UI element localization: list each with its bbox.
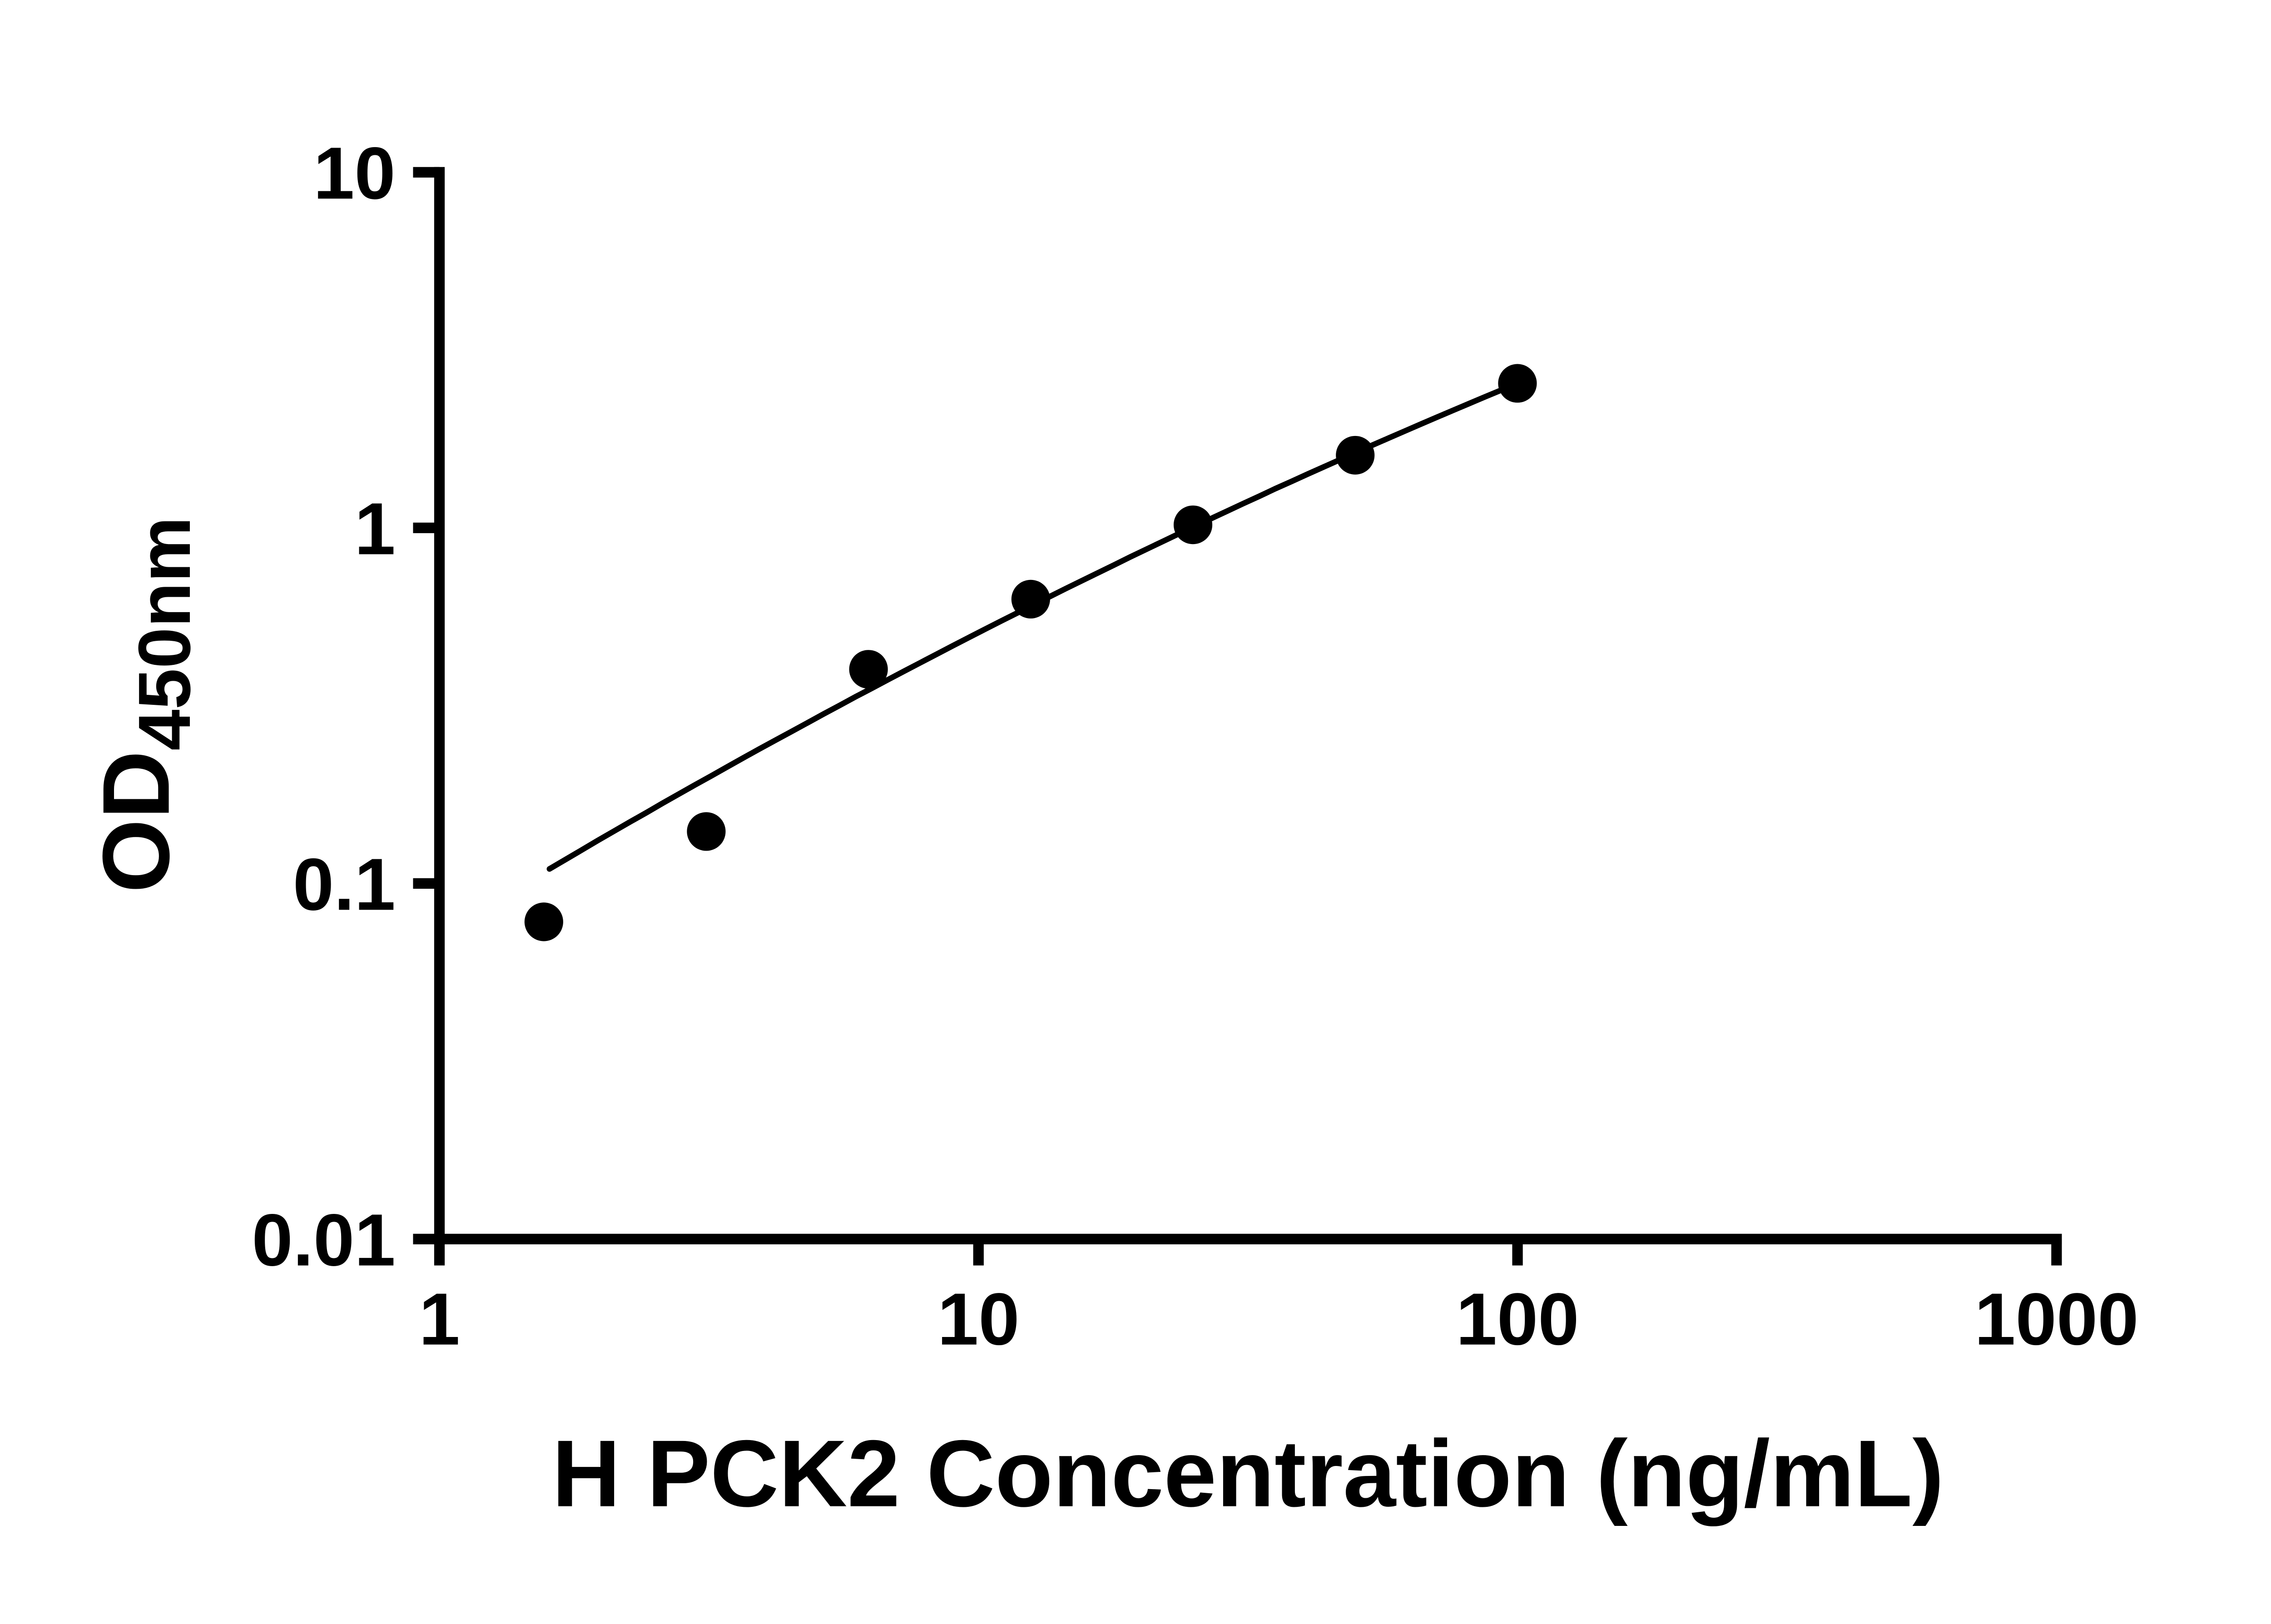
- y-axis-tick-label: 0.01: [252, 1199, 395, 1281]
- y-axis-title-main: OD: [84, 751, 189, 893]
- x-axis-tick-label: 10: [937, 1278, 1020, 1361]
- x-axis-tick-label: 1: [419, 1278, 460, 1361]
- data-point: [1011, 579, 1050, 619]
- x-axis-tick-label: 100: [1456, 1278, 1579, 1361]
- y-axis-tick-label: 0.1: [293, 843, 396, 926]
- data-point: [1173, 505, 1213, 545]
- y-axis-title: OD450nm: [84, 517, 206, 893]
- y-axis-tick-label: 10: [313, 132, 396, 214]
- data-point: [1336, 436, 1375, 475]
- x-axis-title: H PCK2 Concentration (ng/mL): [552, 1421, 1944, 1527]
- data-point: [1498, 364, 1537, 403]
- data-point: [524, 902, 563, 941]
- y-axis-tick-label: 1: [354, 488, 395, 570]
- y-axis-title-subscript: 450nm: [124, 517, 206, 751]
- data-point: [687, 812, 726, 851]
- data-point: [849, 650, 888, 689]
- plot-layer: 1 10 100 1000 0.01 0.1 1 10: [252, 132, 2138, 1360]
- axis-lines: [434, 167, 2062, 1245]
- x-axis-tick-label: 1000: [1974, 1278, 2139, 1361]
